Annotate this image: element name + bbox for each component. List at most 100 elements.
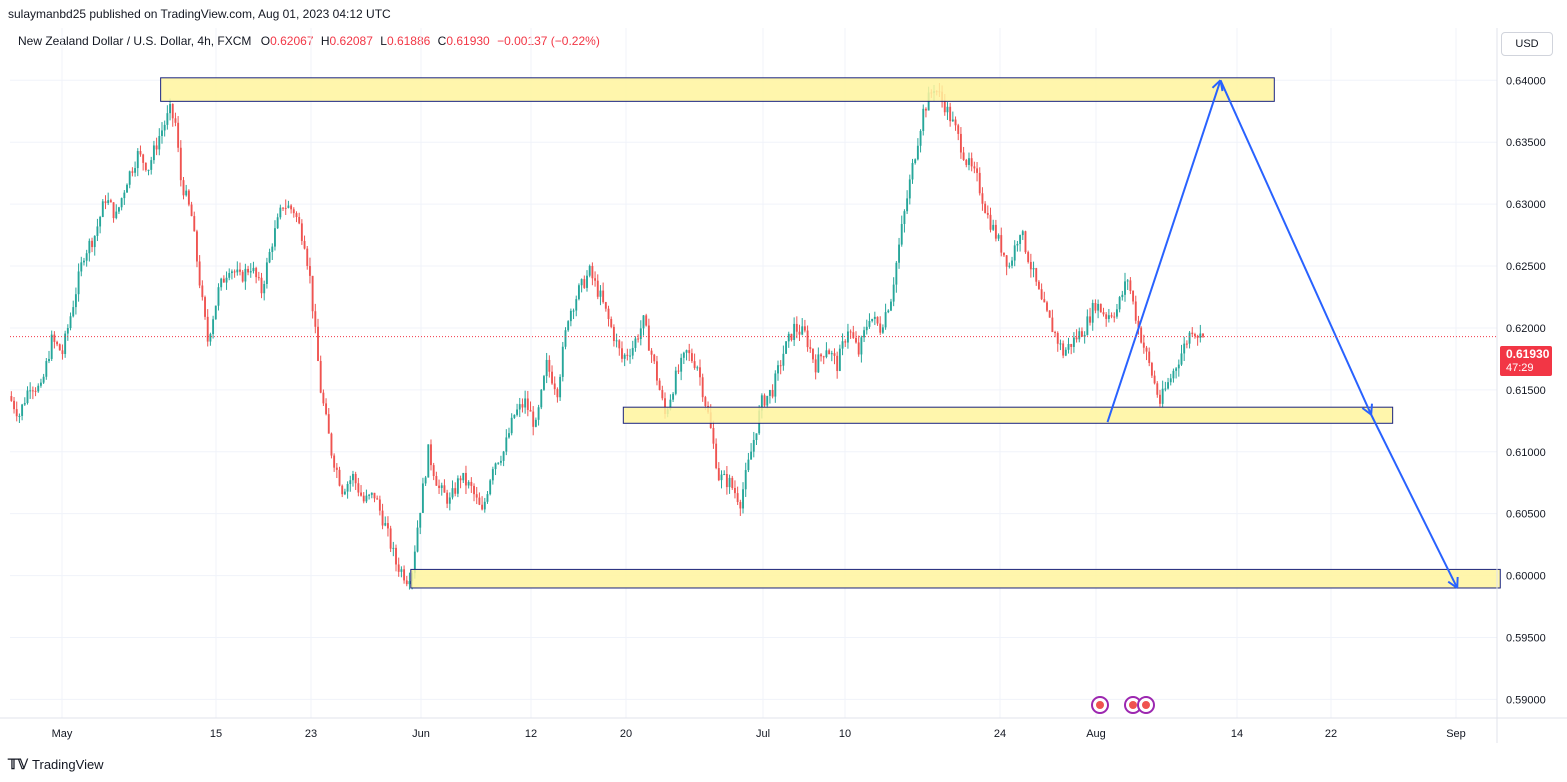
- economic-event-icon: [1137, 696, 1155, 714]
- candle-body: [559, 376, 562, 398]
- candle-body: [279, 207, 282, 218]
- open-value: 0.62067: [270, 34, 314, 48]
- symbol-legend: New Zealand Dollar / U.S. Dollar, 4h, FX…: [18, 34, 600, 48]
- candle-body: [80, 262, 83, 272]
- candle-body: [744, 470, 747, 490]
- candle-body: [841, 341, 844, 349]
- candle-body: [771, 390, 774, 397]
- candle-body: [91, 240, 93, 248]
- y-tick-label: 0.59000: [1506, 694, 1546, 706]
- candle-body: [588, 265, 591, 276]
- candle-body: [45, 361, 48, 377]
- candle-body: [368, 494, 371, 496]
- candle-body: [83, 260, 85, 263]
- candle-body: [435, 476, 438, 486]
- candle-body: [669, 399, 672, 410]
- candle-body: [825, 350, 828, 358]
- candle-body: [1105, 314, 1108, 319]
- candle-body: [72, 307, 75, 317]
- candle-body: [1145, 347, 1148, 352]
- candle-body: [914, 159, 917, 164]
- candle-body: [548, 359, 551, 372]
- candle-body: [486, 494, 489, 502]
- candle-body: [949, 106, 952, 122]
- candle-body: [938, 91, 941, 93]
- candle-body: [621, 348, 623, 359]
- projection-leg: [1370, 414, 1459, 589]
- x-tick-label: Aug: [1086, 728, 1106, 740]
- candle-body: [564, 330, 567, 347]
- candle-body: [228, 273, 231, 278]
- candle-body: [123, 192, 126, 199]
- candle-body: [144, 162, 147, 171]
- candle-body: [465, 472, 467, 486]
- projection-arrowhead: [1447, 580, 1458, 589]
- candle-body: [892, 284, 895, 302]
- x-tick-label: 22: [1325, 728, 1337, 740]
- candle-body: [569, 310, 572, 322]
- candle-body: [169, 103, 171, 114]
- candle-body: [844, 341, 847, 343]
- candle-body: [271, 246, 274, 253]
- projection-arrowhead: [1370, 403, 1373, 415]
- candle-body: [812, 348, 814, 360]
- candle-body: [77, 271, 80, 295]
- candle-body: [378, 499, 381, 511]
- candle-body: [779, 365, 782, 367]
- y-tick-label: 0.61000: [1506, 447, 1546, 459]
- candle-body: [120, 198, 123, 208]
- candle-body: [795, 323, 798, 332]
- candle-body: [833, 353, 836, 356]
- candle-body: [930, 92, 933, 94]
- candle-body: [908, 179, 911, 199]
- candle-body: [524, 398, 527, 408]
- candle-body: [822, 356, 825, 358]
- candle-body: [230, 271, 233, 274]
- candle-body: [717, 468, 720, 481]
- candle-body: [403, 569, 406, 581]
- support-resistance-zone: [410, 568, 1501, 589]
- candle-body: [734, 487, 736, 494]
- candle-body: [430, 444, 432, 466]
- candle-body: [69, 316, 72, 329]
- candle-body: [1126, 280, 1129, 282]
- candle-body: [965, 159, 968, 165]
- candle-body: [1115, 309, 1118, 317]
- candle-body: [935, 91, 938, 93]
- candle-body: [626, 354, 629, 356]
- candle-body: [499, 460, 502, 463]
- candle-body: [1097, 303, 1100, 311]
- candle-body: [658, 380, 661, 391]
- candle-body: [1191, 332, 1194, 335]
- close-value: 0.61930: [446, 34, 490, 48]
- candle-body: [64, 333, 67, 355]
- candle-body: [803, 326, 806, 331]
- candle-body: [849, 331, 852, 333]
- candle-body: [212, 319, 215, 335]
- candle-body: [244, 268, 247, 282]
- candle-body: [93, 235, 96, 248]
- candle-body: [462, 472, 465, 481]
- candle-body: [29, 390, 32, 392]
- close-label: C: [437, 34, 447, 48]
- candle-body: [561, 346, 564, 377]
- candle-body: [1046, 302, 1048, 311]
- candle-body: [664, 398, 666, 414]
- candle-body: [196, 231, 198, 262]
- currency-button[interactable]: USD: [1501, 32, 1553, 56]
- candle-body: [868, 321, 871, 327]
- candle-body: [421, 483, 424, 513]
- candle-body: [1199, 333, 1202, 338]
- candle-body: [817, 354, 820, 373]
- x-tick-label: Sep: [1446, 728, 1466, 740]
- candle-body: [647, 325, 650, 351]
- candle-body: [411, 573, 414, 582]
- candle-body: [206, 316, 209, 342]
- candle-body: [577, 285, 580, 300]
- candle-body: [900, 223, 903, 245]
- candle-body: [10, 396, 13, 401]
- candle-body: [225, 277, 228, 283]
- candle-body: [534, 419, 537, 427]
- candle-body: [1185, 343, 1188, 345]
